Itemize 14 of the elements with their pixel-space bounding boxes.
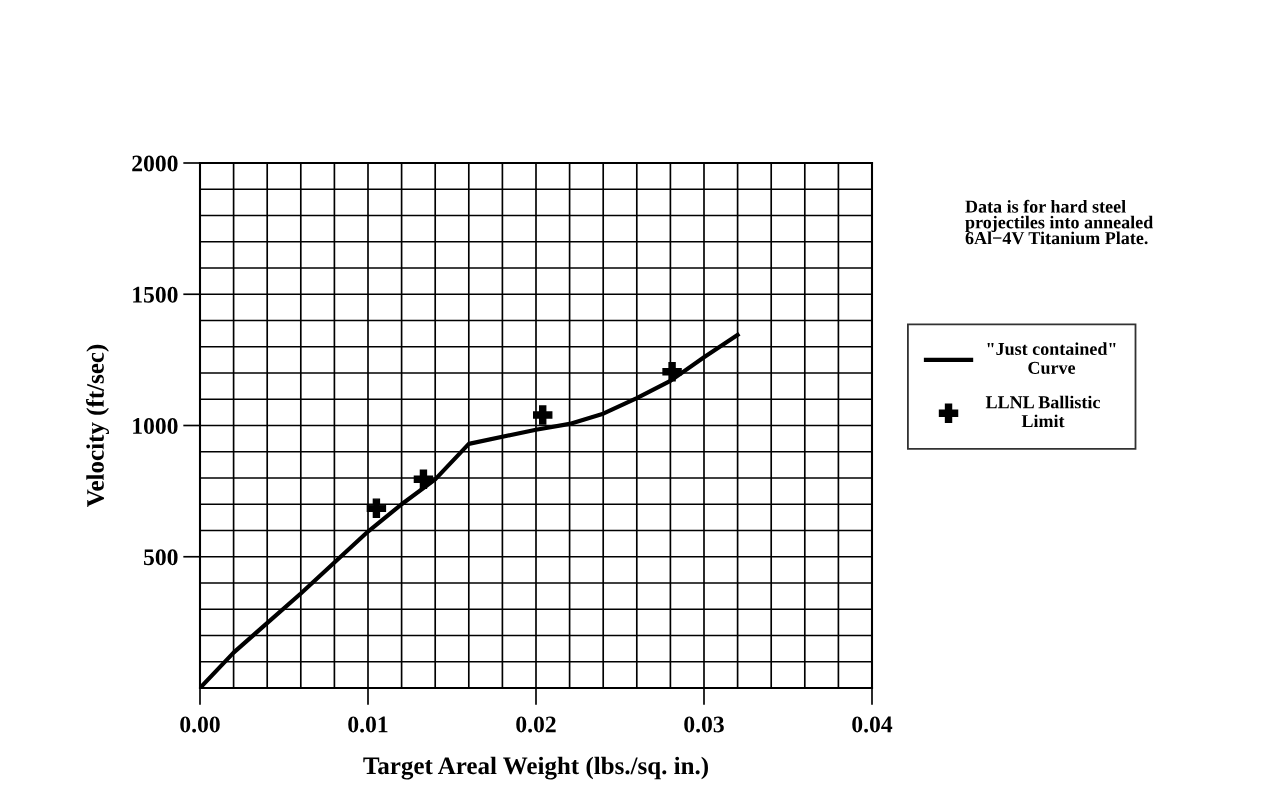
y-tick-label: 1000	[133, 417, 178, 434]
y-tick-label: 2000	[132, 155, 178, 172]
legend-label: LLNL Ballistic Limit	[985, 395, 1100, 428]
y-tick-label: 500	[144, 549, 178, 566]
x-tick-label: 0.01	[348, 716, 388, 733]
y-tick-label: 1500	[133, 286, 178, 303]
legend-label: "Just contained" Curve	[987, 342, 1116, 374]
x-tick-label: 0.00	[180, 716, 220, 733]
x-tick-label: 0.04	[852, 716, 893, 733]
text: Data is for hard steel projectiles into annealed 6Al−4V Titanium Plate.	[965, 199, 1154, 245]
x-tick-label: 0.02	[516, 716, 556, 733]
x-tick-label: 0.03	[684, 716, 724, 733]
x-axis-title: Target Areal Weight (lbs./sq. in.)	[363, 756, 708, 780]
y-axis-title: Velocity (ft/sec)	[86, 344, 110, 508]
